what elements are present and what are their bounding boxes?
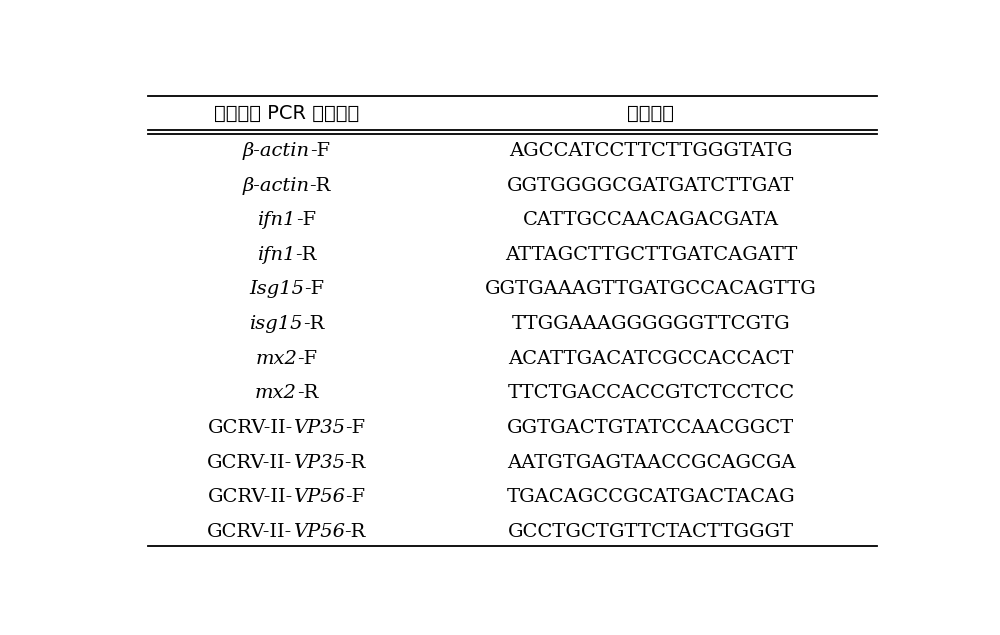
Text: -R: -R: [297, 384, 318, 403]
Text: -R: -R: [345, 453, 366, 472]
Text: VP35: VP35: [293, 419, 345, 437]
Text: GCRV-II-: GCRV-II-: [207, 453, 293, 472]
Text: TGACAGCCGCATGACTACAG: TGACAGCCGCATGACTACAG: [507, 488, 795, 506]
Text: GCCTGCTGTTCTACTTGGGT: GCCTGCTGTTCTACTTGGGT: [508, 523, 794, 541]
Text: GGTGACTGTATCCAACGGCT: GGTGACTGTATCCAACGGCT: [507, 419, 795, 437]
Text: β-actin: β-actin: [242, 177, 309, 195]
Text: -F: -F: [310, 142, 330, 160]
Text: 荧光定量 PCR 引物名称: 荧光定量 PCR 引物名称: [214, 104, 359, 123]
Text: mx2: mx2: [256, 350, 298, 368]
Text: mx2: mx2: [255, 384, 297, 403]
Text: TTGGAAAGGGGGGTTCGTG: TTGGAAAGGGGGGTTCGTG: [512, 315, 790, 333]
Text: Isg15: Isg15: [249, 281, 304, 298]
Text: VP56: VP56: [293, 488, 345, 506]
Text: GGTGAAAGTTGATGCCACAGTTG: GGTGAAAGTTGATGCCACAGTTG: [485, 281, 817, 298]
Text: isg15: isg15: [249, 315, 303, 333]
Text: CATTGCCAACAGACGATA: CATTGCCAACAGACGATA: [523, 211, 779, 229]
Text: -F: -F: [345, 419, 365, 437]
Text: -R: -R: [303, 315, 324, 333]
Text: β-actin: β-actin: [243, 142, 310, 160]
Text: -R: -R: [309, 177, 331, 195]
Text: -F: -F: [345, 488, 365, 506]
Text: GCRV-II-: GCRV-II-: [208, 419, 293, 437]
Text: -R: -R: [295, 246, 317, 264]
Text: VP56: VP56: [293, 523, 345, 541]
Text: -F: -F: [298, 350, 318, 368]
Text: GGTGGGGCGATGATCTTGAT: GGTGGGGCGATGATCTTGAT: [507, 177, 795, 195]
Text: VP35: VP35: [293, 453, 345, 472]
Text: AGCCATCCTTCTTGGGTATG: AGCCATCCTTCTTGGGTATG: [509, 142, 793, 160]
Text: 引物序列: 引物序列: [627, 104, 674, 123]
Text: -R: -R: [345, 523, 366, 541]
Text: GCRV-II-: GCRV-II-: [208, 488, 293, 506]
Text: ATTAGCTTGCTTGATCAGATT: ATTAGCTTGCTTGATCAGATT: [505, 246, 797, 264]
Text: AATGTGAGTAACCGCAGCGA: AATGTGAGTAACCGCAGCGA: [507, 453, 795, 472]
Text: -F: -F: [296, 211, 316, 229]
Text: GCRV-II-: GCRV-II-: [207, 523, 293, 541]
Text: -F: -F: [304, 281, 324, 298]
Text: ACATTGACATCGCCACCACT: ACATTGACATCGCCACCACT: [508, 350, 794, 368]
Text: ifn1: ifn1: [257, 211, 296, 229]
Text: ifn1: ifn1: [257, 246, 295, 264]
Text: TTCTGACCACCGTCTCCTCC: TTCTGACCACCGTCTCCTCC: [507, 384, 794, 403]
